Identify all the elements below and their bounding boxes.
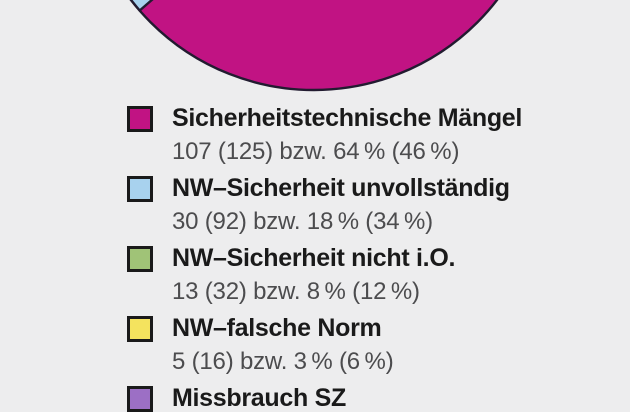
legend-label: Missbrauch SZ <box>172 384 346 412</box>
legend-item: NW–falsche Norm 5 (16) bzw. 3 % (6 %) <box>127 314 607 376</box>
legend-label: NW–falsche Norm <box>172 314 382 342</box>
legend: Sicherheitstechnische Mängel 107 (125) b… <box>127 104 607 412</box>
pie-chart <box>0 0 630 96</box>
legend-swatch-yellow <box>127 315 153 342</box>
legend-swatch-lightblue <box>127 175 153 202</box>
legend-item: NW–Sicherheit nicht i.O. 13 (32) bzw. 8 … <box>127 244 607 306</box>
legend-item: Missbrauch SZ <box>127 384 607 412</box>
legend-swatch-green <box>127 245 153 272</box>
pie-slice-nw-sicherheit-unvollstaendig <box>129 0 154 12</box>
legend-swatch-purple <box>127 385 153 412</box>
legend-value: 107 (125) bzw. 64 % (46 %) <box>172 138 460 165</box>
pie-chart-svg <box>129 0 499 92</box>
legend-label: NW–Sicherheit unvollständig <box>172 174 510 202</box>
legend-label: NW–Sicherheit nicht i.O. <box>172 244 456 272</box>
legend-item: Sicherheitstechnische Mängel 107 (125) b… <box>127 104 607 166</box>
pie-slice-sicherheitstechnische-maengel <box>129 0 499 92</box>
legend-value: 30 (92) bzw. 18 % (34 %) <box>172 208 433 235</box>
legend-value: 5 (16) bzw. 3 % (6 %) <box>172 348 394 375</box>
legend-item: NW–Sicherheit unvollständig 30 (92) bzw.… <box>127 174 607 236</box>
legend-value: 13 (32) bzw. 8 % (12 %) <box>172 278 420 305</box>
legend-swatch-magenta <box>127 105 153 132</box>
legend-label: Sicherheitstechnische Mängel <box>172 104 523 132</box>
